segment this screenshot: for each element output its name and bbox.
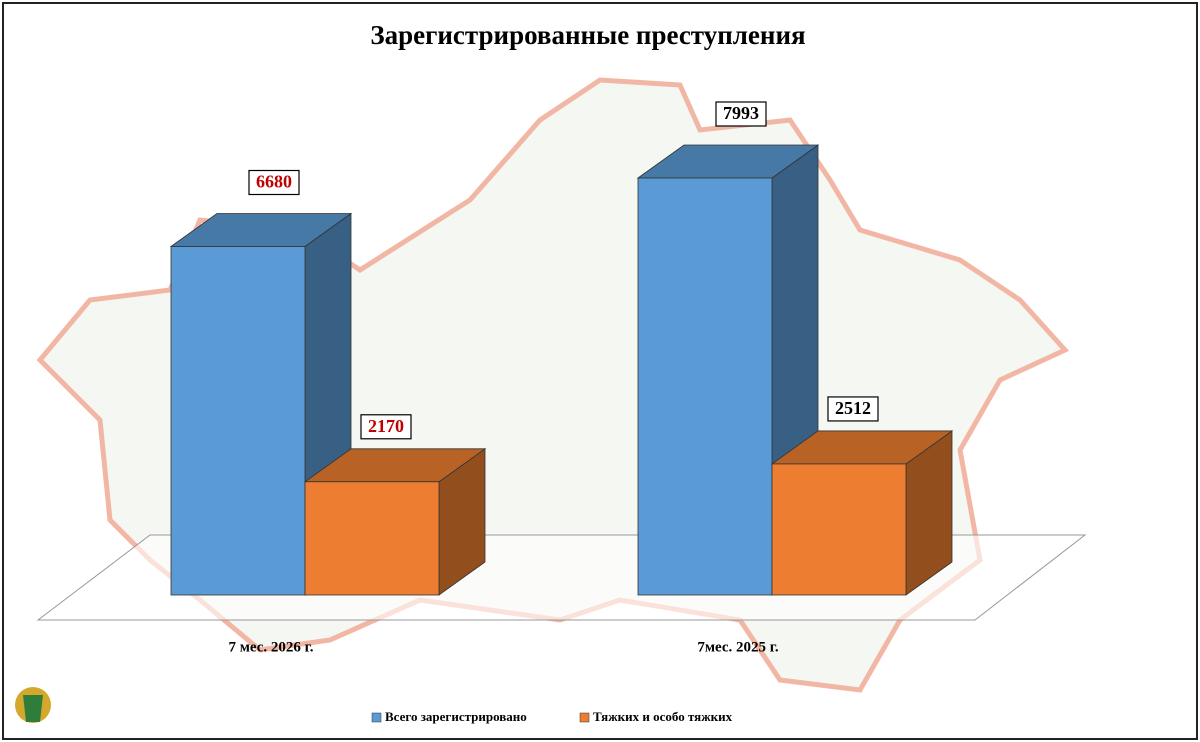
value-label-box <box>248 169 300 196</box>
chart-title: Зарегистрированные преступления <box>370 20 805 50</box>
bar <box>637 177 773 596</box>
value-label: 2512 <box>835 398 871 418</box>
legend-swatch <box>371 712 382 723</box>
value-label: 6680 <box>256 172 292 192</box>
x-tick-label: 7 мес. 2026 г. <box>228 639 313 655</box>
legend-label: Тяжких и особо тяжких <box>593 709 733 724</box>
bar <box>771 463 907 596</box>
x-tick-label: 7мес. 2025 г. <box>697 639 779 655</box>
bar <box>304 481 440 596</box>
value-label-box <box>715 101 767 127</box>
value-label-box <box>360 414 412 440</box>
value-label-box <box>827 396 879 422</box>
legend-swatch <box>579 712 590 723</box>
value-label: 2170 <box>368 416 404 436</box>
value-label: 7993 <box>723 103 759 123</box>
legend-label: Всего зарегистрировано <box>385 709 527 724</box>
bar <box>170 246 306 596</box>
emblem <box>15 687 51 723</box>
